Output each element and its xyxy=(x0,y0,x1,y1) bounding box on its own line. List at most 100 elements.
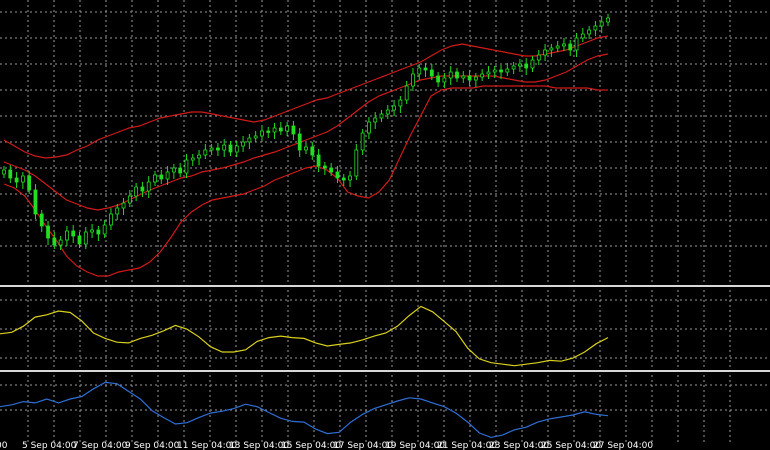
candle-body xyxy=(52,237,57,246)
candle-body xyxy=(562,43,566,47)
candle-body xyxy=(71,230,76,237)
candle-body xyxy=(2,169,6,175)
candle-body xyxy=(574,37,579,51)
candle-body xyxy=(115,207,120,215)
candle-body xyxy=(102,224,107,235)
candle-body xyxy=(46,225,50,239)
candle-body xyxy=(140,186,145,192)
candle-body xyxy=(367,121,371,134)
candle-body xyxy=(178,167,183,174)
candle-body xyxy=(291,125,296,135)
candle-body xyxy=(436,75,441,83)
candle-body xyxy=(461,75,466,79)
candle-body xyxy=(392,105,396,111)
candle-body xyxy=(568,43,573,51)
candle-body xyxy=(190,157,195,161)
time-axis-label: 5 Sep 04:00 xyxy=(22,441,77,450)
candle-body xyxy=(348,175,352,181)
indicator-2-line xyxy=(0,381,609,439)
candle-body xyxy=(247,137,252,143)
candle-body xyxy=(253,135,258,139)
candle-body xyxy=(555,45,560,49)
candle-body xyxy=(27,175,32,191)
price-candles xyxy=(2,14,610,250)
candle-body xyxy=(385,109,390,115)
candle-body xyxy=(39,213,44,227)
candle-body xyxy=(329,167,334,173)
candle-body xyxy=(379,113,384,119)
indicator-panel-2[interactable] xyxy=(0,381,609,439)
time-axis-label: 27 Sep 04:00 xyxy=(593,441,653,450)
indicator-panel-1[interactable] xyxy=(0,305,609,367)
candle-body xyxy=(354,149,359,177)
candle-body xyxy=(511,65,516,70)
candle-body xyxy=(455,71,459,79)
candle-body xyxy=(121,202,126,209)
candle-body xyxy=(398,99,403,107)
time-axis-label: 23 Sep 04:00 xyxy=(489,441,549,450)
time-axis-label: 15 Sep 04:00 xyxy=(281,441,341,450)
candle-body xyxy=(272,127,277,133)
candle-body xyxy=(209,147,214,151)
candle-body xyxy=(429,69,434,77)
candle-body xyxy=(492,69,497,73)
candle-body xyxy=(473,76,478,81)
time-axis-label: 00 xyxy=(0,441,8,450)
candle-body xyxy=(278,127,283,132)
candle-body xyxy=(411,73,415,87)
candle-body xyxy=(159,174,164,180)
time-axis-label: 13 Sep 04:00 xyxy=(229,441,289,450)
candle-body xyxy=(322,165,327,169)
time-axis-label: 7 Sep 04:00 xyxy=(73,441,128,450)
candle-body xyxy=(165,171,170,180)
candle-body xyxy=(486,71,491,75)
candle-body xyxy=(536,54,541,61)
candle-body xyxy=(335,171,340,179)
candle-body xyxy=(146,181,151,192)
indicator-1-line xyxy=(0,305,609,367)
candle-body xyxy=(153,174,157,183)
candle-body xyxy=(96,229,101,235)
candle-body xyxy=(499,69,503,73)
candle-body xyxy=(203,149,208,156)
candle-body xyxy=(285,125,290,132)
candle-body xyxy=(241,141,245,147)
candle-body xyxy=(260,130,264,137)
candle-body xyxy=(442,77,447,83)
candle-body xyxy=(423,67,428,71)
bollinger-middle-band xyxy=(3,53,609,211)
time-axis-label: 25 Sep 04:00 xyxy=(541,441,601,450)
candle-body xyxy=(599,21,604,27)
candle-body xyxy=(83,231,88,245)
time-axis-label: 17 Sep 04:00 xyxy=(333,441,393,450)
candle-body xyxy=(524,63,529,69)
candle-body xyxy=(228,144,233,153)
candle-body xyxy=(184,159,189,174)
candle-body xyxy=(593,25,598,31)
candle-body xyxy=(518,63,522,67)
candle-body xyxy=(90,229,94,233)
candle-body xyxy=(304,146,308,151)
candle-body xyxy=(58,239,63,246)
candle-body xyxy=(134,186,139,197)
candle-body xyxy=(580,33,585,39)
candle-body xyxy=(373,117,378,123)
candle-body xyxy=(549,47,554,51)
candle-body xyxy=(171,167,176,173)
candle-body xyxy=(197,154,201,159)
candle-body xyxy=(417,67,422,75)
candle-body xyxy=(360,132,365,151)
candle-body xyxy=(20,175,25,183)
candle-body xyxy=(266,130,271,133)
bollinger-lower-band xyxy=(3,85,608,277)
bollinger-upper-band xyxy=(3,35,609,159)
time-axis-label: 19 Sep 04:00 xyxy=(385,441,445,450)
price-panel[interactable] xyxy=(2,14,610,277)
candle-body xyxy=(14,177,19,183)
candle-body xyxy=(222,144,227,151)
candle-body xyxy=(530,59,535,69)
time-axis-label: 21 Sep 04:00 xyxy=(437,441,497,450)
